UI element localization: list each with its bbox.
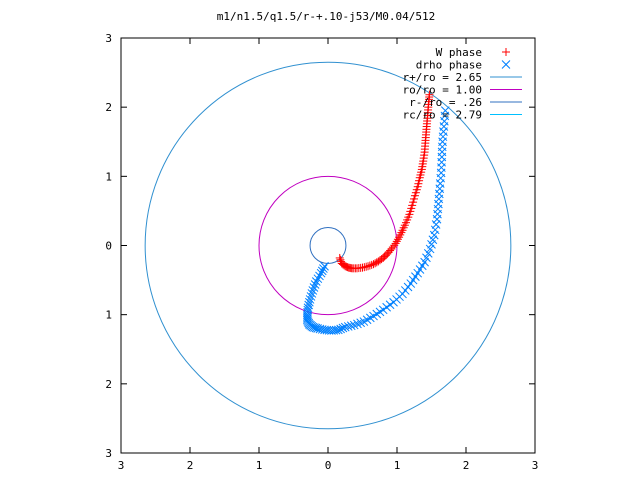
x-tick-label: 3: [532, 459, 539, 472]
data-point-interp: [336, 255, 345, 264]
legend-entry: rc/ro = 2.79: [403, 109, 522, 122]
data-point-interp: [365, 261, 374, 270]
data-point: [316, 268, 326, 278]
data-point: [340, 322, 350, 332]
data-point-interp: [356, 318, 366, 328]
x-tick-label: 1: [394, 459, 401, 472]
legend-label: rc/ro = 2.79: [403, 109, 482, 122]
legend-label: r-/ro = .26: [409, 96, 482, 109]
legend-entry: W phase: [436, 46, 510, 59]
data-point-interp: [309, 283, 319, 292]
data-point-interp: [372, 258, 381, 267]
data-point-interp: [393, 235, 402, 244]
y-tick-label: 0: [105, 240, 112, 253]
legend-label: ro/ro = 1.00: [403, 84, 482, 97]
data-point-interp: [410, 194, 419, 203]
data-point-interp: [305, 297, 314, 307]
data-point-interp: [310, 280, 320, 289]
data-point-interp: [353, 319, 362, 329]
data-point-interp: [338, 323, 348, 333]
series-drho-phase: [302, 106, 450, 335]
data-point: [349, 320, 359, 330]
data-point: [408, 201, 417, 210]
data-point: [320, 261, 329, 271]
data-point: [364, 262, 373, 271]
y-tick-label: 1: [105, 170, 112, 183]
data-point-interp: [315, 271, 324, 281]
circle-2.65: [144, 61, 512, 430]
data-point-interp: [431, 220, 441, 229]
data-point-interp: [392, 237, 401, 246]
y-tick-label: 1: [105, 309, 112, 322]
data-point: [429, 230, 439, 240]
chart-title: m1/n1.5/q1.5/r-+.10-j53/M0.04/512: [217, 10, 436, 23]
data-point-interp: [306, 292, 316, 301]
legend-marker: [502, 48, 510, 56]
data-point-interp: [324, 325, 334, 335]
data-point-interp: [371, 259, 380, 268]
data-point-interp: [430, 225, 440, 235]
x-tick-label: 3: [118, 459, 125, 472]
legend-entry: drho phase: [416, 59, 511, 72]
x-tick-label: 1: [256, 459, 263, 472]
x-tick-label: 2: [187, 459, 194, 472]
legend-label: W phase: [436, 46, 482, 59]
x-tick-label: 0: [325, 459, 332, 472]
y-tick-label: 2: [105, 378, 112, 391]
data-point: [308, 286, 318, 295]
data-point: [420, 257, 429, 267]
data-point: [305, 295, 315, 304]
legend-entry: ro/ro = 1.00: [403, 84, 522, 97]
data-point: [391, 239, 400, 248]
data-point: [333, 325, 343, 335]
data-point: [311, 277, 321, 286]
data-point-interp: [319, 264, 328, 273]
data-point-interp: [423, 248, 433, 258]
data-point-interp: [346, 321, 356, 331]
data-point: [369, 260, 378, 269]
y-tick-label: 3: [105, 447, 112, 460]
y-tick-label: 2: [105, 101, 112, 114]
legend-entry: r+/ro = 2.65: [403, 71, 522, 84]
data-point-interp: [409, 198, 418, 207]
data-point: [425, 90, 434, 99]
data-point-interp: [343, 322, 353, 331]
data-point-interp: [313, 274, 323, 284]
x-tick-label: 2: [463, 459, 470, 472]
data-series: [302, 90, 450, 335]
series-w-phase: [335, 90, 434, 273]
data-point: [440, 106, 450, 115]
data-point-interp: [367, 260, 376, 269]
data-point-interp: [307, 289, 317, 298]
data-point-interp: [336, 324, 346, 334]
data-point-interp: [310, 323, 319, 332]
data-point: [335, 253, 344, 262]
y-tick-label: 3: [105, 32, 112, 45]
legend-entry: r-/ro = .26: [409, 96, 522, 109]
legend-label: r+/ro = 2.65: [403, 71, 482, 84]
data-point-interp: [422, 253, 431, 263]
data-point-interp: [317, 266, 327, 276]
circle-1: [258, 175, 398, 316]
data-point: [308, 322, 318, 332]
legend-label: drho phase: [416, 59, 482, 72]
legend-marker: [501, 60, 511, 69]
